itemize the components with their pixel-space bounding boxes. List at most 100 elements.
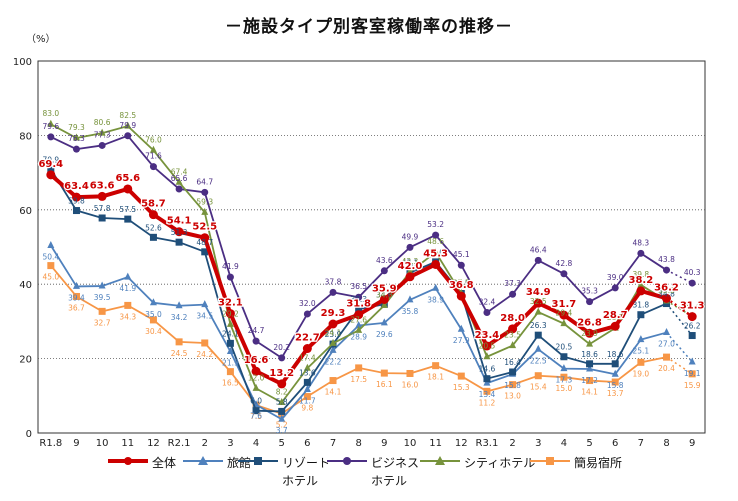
data-label: 29.2 bbox=[222, 309, 239, 318]
y-tick-label: 40 bbox=[19, 280, 32, 291]
data-point bbox=[534, 307, 542, 315]
data-point bbox=[302, 344, 312, 354]
legend-label-ryokan: 旅館 bbox=[227, 456, 252, 470]
legend-swatch-all bbox=[108, 457, 148, 465]
data-point bbox=[509, 368, 517, 376]
data-label: 27.9 bbox=[453, 336, 470, 345]
data-point bbox=[303, 393, 311, 401]
data-label: 36.8 bbox=[449, 280, 474, 291]
data-point bbox=[47, 165, 55, 173]
data-point bbox=[637, 335, 645, 343]
data-point bbox=[611, 378, 619, 386]
data-label: 34.2 bbox=[171, 313, 188, 322]
data-point bbox=[457, 372, 465, 380]
data-point bbox=[201, 300, 209, 308]
data-label: 42.0 bbox=[398, 261, 423, 272]
data-point bbox=[149, 316, 157, 324]
data-label: 14.1 bbox=[325, 388, 342, 397]
data-label: 28.0 bbox=[500, 313, 525, 324]
data-point bbox=[560, 373, 568, 381]
data-point bbox=[226, 368, 234, 376]
data-label: 80.6 bbox=[94, 118, 111, 127]
data-point bbox=[226, 347, 234, 355]
data-label: 34.3 bbox=[376, 290, 393, 299]
data-label: 36.5 bbox=[350, 282, 367, 291]
data-label: 8.2 bbox=[276, 387, 288, 396]
x-tick-label: 3 bbox=[227, 438, 233, 449]
data-label: 29.6 bbox=[376, 330, 393, 339]
data-point bbox=[380, 318, 388, 326]
data-point bbox=[328, 319, 338, 329]
series-dotted-segment-0 bbox=[665, 297, 693, 318]
series-dotted-segment-5 bbox=[666, 356, 693, 375]
data-label: 17.2 bbox=[581, 376, 598, 385]
data-label: 32.5 bbox=[530, 297, 547, 306]
legend-item-simple: 簡易宿所 bbox=[530, 454, 622, 471]
data-label: 23.9 bbox=[581, 329, 598, 338]
x-tick-label: 5 bbox=[586, 438, 592, 449]
data-point bbox=[431, 259, 441, 269]
data-point bbox=[509, 290, 517, 298]
data-point bbox=[98, 307, 106, 315]
data-point bbox=[201, 188, 209, 196]
x-tick-label: 8 bbox=[355, 438, 361, 449]
data-point bbox=[688, 370, 696, 378]
data-label: 20.2 bbox=[273, 343, 290, 352]
data-label: 3.7 bbox=[276, 426, 288, 435]
data-label: 35.9 bbox=[372, 283, 397, 294]
x-tick-label: 3 bbox=[535, 438, 541, 449]
x-tick-label: 6 bbox=[304, 438, 310, 449]
data-point bbox=[47, 119, 55, 127]
data-point bbox=[124, 272, 132, 280]
data-label: 23.4 bbox=[475, 330, 500, 341]
data-label: 26.8 bbox=[577, 317, 602, 328]
data-label: 41.9 bbox=[119, 284, 136, 293]
data-label: 5.2 bbox=[276, 421, 288, 430]
data-label: 67.4 bbox=[171, 167, 188, 176]
x-tick-label: 2 bbox=[509, 438, 515, 449]
legend-label-simple: 簡易宿所 bbox=[574, 456, 623, 470]
y-tick-label: 100 bbox=[13, 57, 32, 68]
data-label: 38.9 bbox=[427, 295, 444, 304]
data-point bbox=[72, 207, 80, 215]
data-point bbox=[610, 321, 620, 331]
data-label: 18.1 bbox=[427, 373, 444, 382]
data-label: 13.7 bbox=[607, 389, 624, 398]
data-point bbox=[303, 384, 311, 392]
data-label: 19.0 bbox=[633, 369, 650, 378]
x-tick-label: 8 bbox=[663, 438, 669, 449]
data-label: 22.7 bbox=[295, 333, 320, 344]
data-point bbox=[611, 369, 619, 377]
data-label: 34.9 bbox=[526, 287, 551, 298]
data-label: 54.1 bbox=[167, 216, 192, 227]
data-label: 22.2 bbox=[325, 357, 342, 366]
data-point bbox=[560, 353, 568, 361]
data-point bbox=[483, 308, 491, 316]
data-point bbox=[148, 210, 158, 220]
data-label: 28.2 bbox=[607, 313, 624, 322]
data-point bbox=[483, 387, 491, 395]
data-label: 43.6 bbox=[376, 256, 393, 265]
data-point bbox=[149, 298, 157, 306]
data-point bbox=[663, 266, 671, 274]
legend-swatch-simple bbox=[530, 457, 570, 465]
data-point bbox=[175, 185, 183, 193]
data-label: 51.3 bbox=[171, 228, 188, 237]
data-label: 6.0 bbox=[250, 397, 262, 406]
data-point bbox=[637, 280, 645, 288]
data-point bbox=[98, 128, 106, 136]
data-label: 48.7 bbox=[196, 238, 213, 247]
data-label: 22.5 bbox=[530, 356, 547, 365]
data-label: 19.1 bbox=[684, 369, 701, 378]
data-label: 43.8 bbox=[658, 255, 675, 264]
data-label: 24.7 bbox=[248, 326, 265, 335]
data-label: 45.3 bbox=[423, 248, 448, 259]
data-point bbox=[355, 293, 363, 301]
data-point bbox=[226, 273, 234, 281]
data-label: 21.9 bbox=[222, 359, 239, 368]
data-point bbox=[251, 366, 261, 376]
data-point bbox=[175, 301, 183, 309]
data-label: 35.5 bbox=[658, 286, 675, 295]
data-point bbox=[355, 320, 363, 328]
data-label: 15.9 bbox=[684, 381, 701, 390]
